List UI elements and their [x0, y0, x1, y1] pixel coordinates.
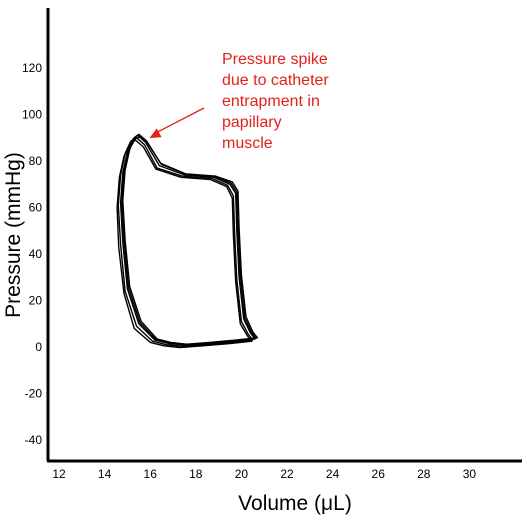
annotation-line-4: papillary [222, 114, 282, 131]
x-tick-label: 16 [144, 467, 158, 481]
x-tick-label: 22 [280, 467, 294, 481]
y-tick-label: 40 [29, 247, 43, 261]
annotation-line-3: entrapment in [222, 93, 320, 110]
x-tick-label: 18 [189, 467, 203, 481]
pv-loop-line [117, 137, 254, 347]
y-tick-label: 80 [29, 154, 43, 168]
annotation-line-2: due to catheter [222, 72, 329, 89]
y-tick-label: 120 [22, 61, 42, 75]
series-loops [116, 133, 259, 349]
y-tick-label: -20 [25, 387, 43, 401]
y-tick-labels: -40 -20 0 20 40 60 80 100 120 [22, 61, 42, 447]
y-tick-label: 60 [29, 201, 43, 215]
annotation-line-5: muscle [222, 135, 273, 152]
annotation-line-1: Pressure spike [222, 51, 328, 68]
y-tick-label: 0 [35, 340, 42, 354]
x-axis-title: Volume (μL) [238, 492, 352, 515]
x-tick-label: 30 [463, 467, 477, 481]
y-tick-label: -40 [25, 433, 43, 447]
pv-loop-line [121, 135, 257, 346]
y-tick-label: 20 [29, 294, 43, 308]
x-tick-label: 12 [52, 467, 66, 481]
x-tick-labels: 12 14 16 18 20 22 24 26 28 30 [52, 467, 476, 481]
y-tick-label: 100 [22, 108, 42, 122]
x-tick-label: 28 [417, 467, 431, 481]
annotation-arrowhead [149, 128, 162, 139]
annotation-arrow [155, 107, 205, 134]
x-tick-label: 20 [235, 467, 249, 481]
x-tick-label: 24 [326, 467, 340, 481]
pv-loop-line [116, 139, 253, 349]
annotation: Pressure spike due to catheter entrapmen… [149, 51, 329, 152]
x-tick-label: 26 [372, 467, 386, 481]
y-axis-title: Pressure (mmHg) [2, 152, 25, 318]
axes [46, 8, 522, 463]
x-tick-label: 14 [98, 467, 112, 481]
